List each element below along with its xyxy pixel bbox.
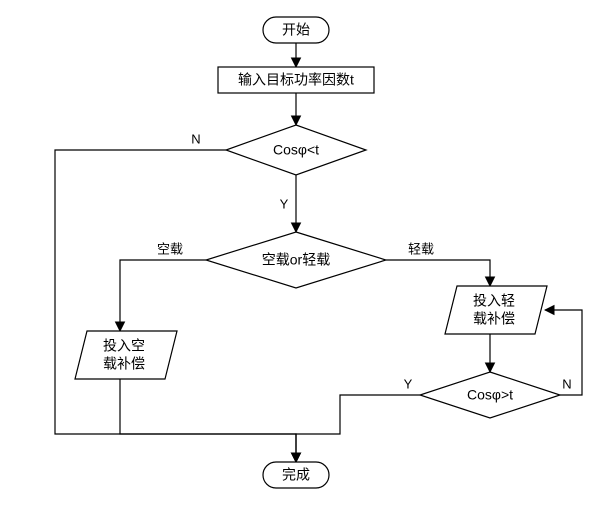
edge-label-e_dec3_Y: Y: [404, 376, 413, 391]
edge-label-e_dec1_Y: Y: [280, 196, 289, 211]
label-proc_light-l1: 投入轻: [473, 293, 515, 309]
label-dec1: Cosφ<t: [273, 142, 319, 158]
edge-e_dec2_empty: [120, 260, 206, 331]
edge-label-e_dec2_empty: 空载: [157, 241, 183, 256]
label-input_t: 输入目标功率因数t: [238, 72, 354, 88]
label-dec2: 空载or轻载: [262, 252, 330, 268]
label-dec3: Cosφ>t: [467, 387, 513, 403]
edge-e_proc_empty_end: [120, 379, 296, 462]
label-proc_empty-l2: 载补偿: [103, 356, 145, 372]
label-proc_empty-l1: 投入空: [103, 338, 145, 354]
label-start: 开始: [282, 22, 310, 38]
edge-e_dec2_light: [386, 260, 490, 286]
edge-label-e_dec1_N: N: [191, 131, 200, 146]
edge-e_dec3_Y: [296, 395, 420, 462]
edge-e_dec1_N: [55, 150, 296, 462]
edge-label-e_dec2_light: 轻载: [408, 241, 434, 256]
edge-label-e_dec3_N: N: [562, 376, 571, 391]
label-proc_light-l2: 载补偿: [473, 311, 515, 327]
label-end: 完成: [282, 467, 310, 483]
